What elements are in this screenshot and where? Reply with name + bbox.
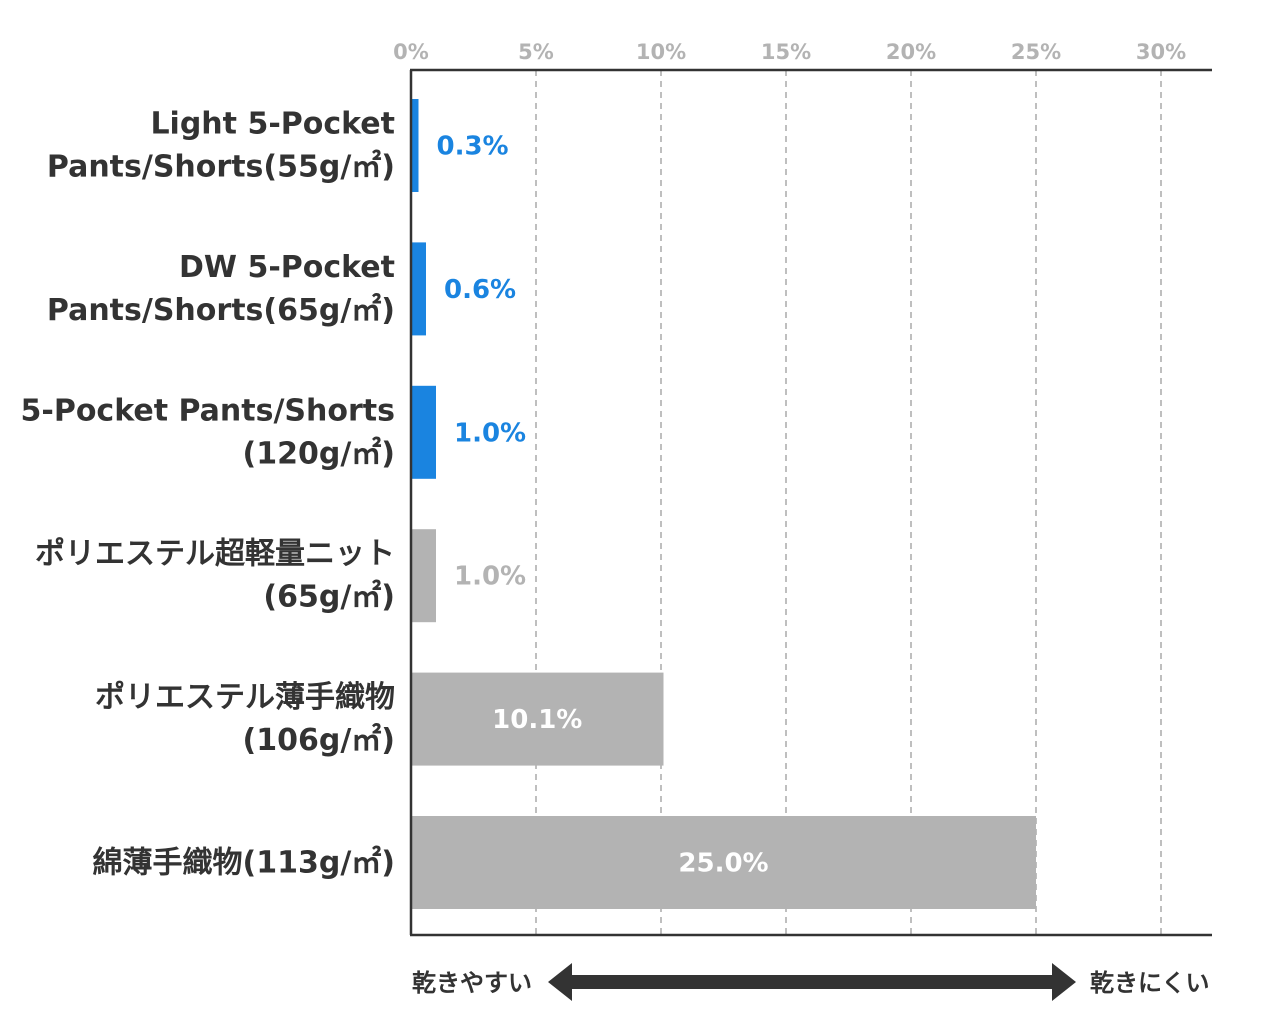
value-label: 10.1% <box>492 705 582 735</box>
drying-arrow: 乾きやすい 乾きにくい <box>412 963 1210 1001</box>
value-label: 0.3% <box>437 132 509 162</box>
bar <box>411 242 426 336</box>
value-label: 1.0% <box>454 418 526 448</box>
category-label: ポリエステル薄手織物 <box>95 680 395 715</box>
grid-lines <box>535 70 1162 935</box>
bar <box>411 816 1036 909</box>
category-label: Pants/Shorts(55g/㎡) <box>47 150 395 185</box>
x-tick-label: 25% <box>1011 40 1061 64</box>
x-tick-label: 30% <box>1136 40 1186 64</box>
category-label: (120g/㎡) <box>243 436 395 471</box>
category-label: Pants/Shorts(65g/㎡) <box>47 293 395 328</box>
category-label: (65g/㎡) <box>263 580 395 615</box>
category-label: Light 5-Pocket <box>150 107 395 142</box>
x-tick-label: 5% <box>518 40 554 64</box>
double-arrow-icon <box>548 963 1076 1001</box>
axes <box>409 68 1212 937</box>
x-tick-label: 0% <box>393 40 429 64</box>
arrow-left-label: 乾きやすい <box>412 969 532 997</box>
bar <box>411 99 419 192</box>
x-tick-label: 10% <box>636 40 686 64</box>
value-label: 0.6% <box>444 275 516 305</box>
x-tick-label: 15% <box>761 40 811 64</box>
category-label: ポリエステル超軽量ニット <box>35 537 395 572</box>
x-axis-ticks: 0% 5% 10% 15% 20% 25% 30% <box>393 40 1186 64</box>
value-label: 25.0% <box>678 849 768 879</box>
value-labels: 0.3% 0.6% 1.0% 1.0% 10.1% 25.0% <box>437 132 769 879</box>
bars <box>411 99 1036 909</box>
category-label: (106g/㎡) <box>243 723 395 758</box>
bar <box>411 672 664 766</box>
value-label: 1.0% <box>454 562 526 592</box>
category-labels: Light 5-Pocket Pants/Shorts(55g/㎡) DW 5-Po… <box>21 107 396 881</box>
bar <box>411 529 436 623</box>
bar <box>411 385 436 479</box>
category-label: DW 5-Pocket <box>179 250 395 285</box>
category-label: 5-Pocket Pants/Shorts <box>21 393 396 428</box>
arrow-right-label: 乾きにくい <box>1090 969 1210 997</box>
x-tick-label: 20% <box>886 40 936 64</box>
category-label: 綿薄手織物(113g/㎡) <box>93 846 395 881</box>
